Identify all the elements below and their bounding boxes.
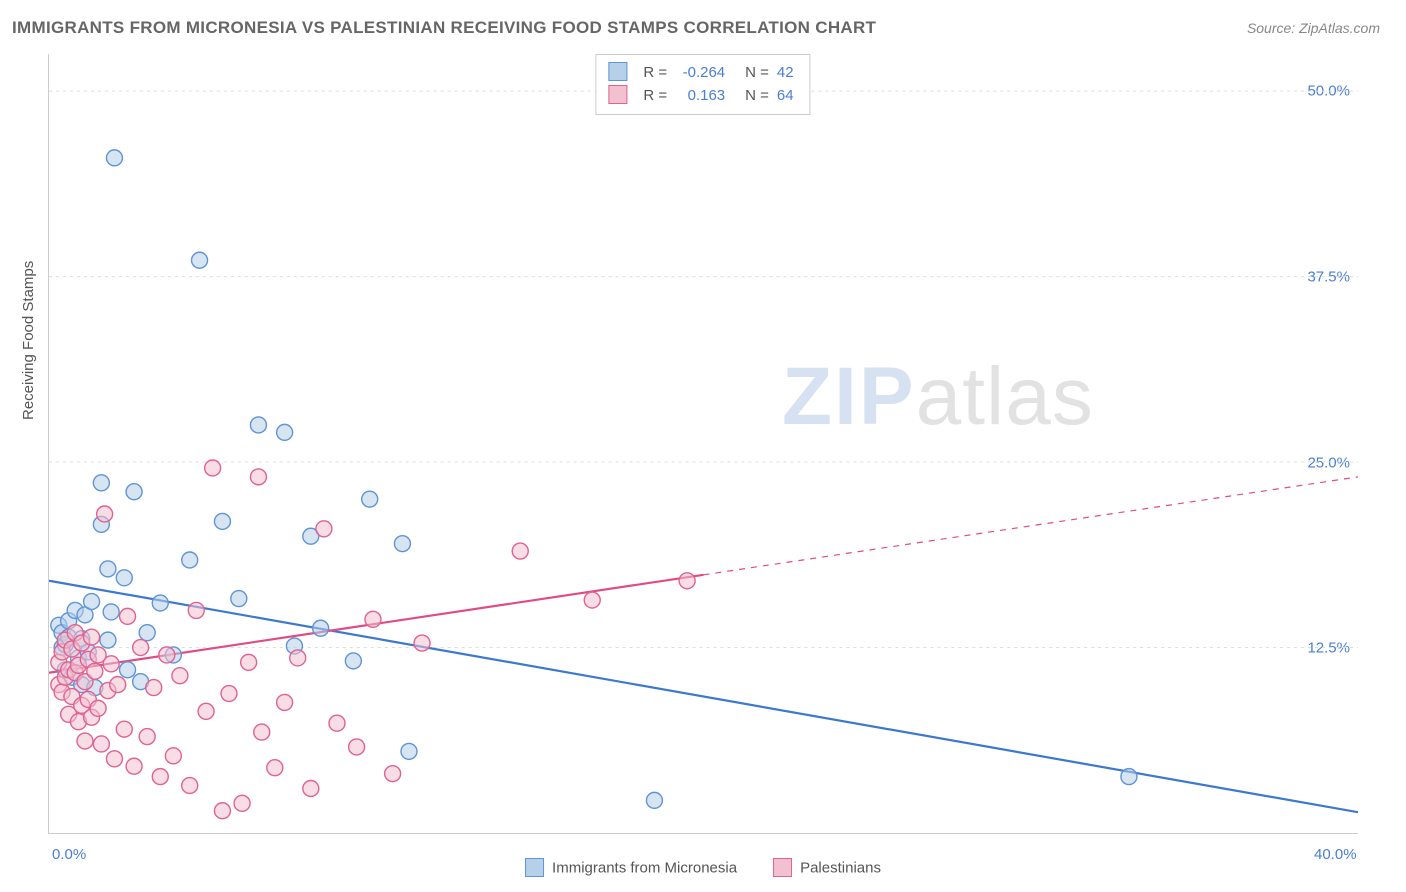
scatter-point xyxy=(401,743,417,759)
scatter-point xyxy=(362,491,378,507)
scatter-point xyxy=(77,733,93,749)
r-label: R = xyxy=(643,61,667,84)
n-label: N = xyxy=(745,61,769,84)
scatter-point xyxy=(679,573,695,589)
scatter-point xyxy=(349,739,365,755)
scatter-point xyxy=(106,150,122,166)
series-swatch xyxy=(608,62,627,81)
scatter-point xyxy=(254,724,270,740)
scatter-point xyxy=(214,803,230,819)
legend-label: Immigrants from Micronesia xyxy=(552,859,737,876)
source-attribution: Source: ZipAtlas.com xyxy=(1247,20,1380,36)
scatter-point xyxy=(267,760,283,776)
scatter-point xyxy=(1121,769,1137,785)
series-swatch xyxy=(608,85,627,104)
scatter-point xyxy=(512,543,528,559)
x-end-label: 40.0% xyxy=(1314,846,1357,863)
scatter-point xyxy=(152,595,168,611)
scatter-point xyxy=(182,552,198,568)
scatter-point xyxy=(152,769,168,785)
scatter-point xyxy=(103,604,119,620)
scatter-point xyxy=(139,729,155,745)
scatter-point xyxy=(394,536,410,552)
scatter-point xyxy=(100,561,116,577)
chart-title: IMMIGRANTS FROM MICRONESIA VS PALESTINIA… xyxy=(12,18,876,38)
stats-legend-box: R = -0.264 N = 42 R = 0.163 N = 64 xyxy=(595,54,810,115)
x-origin-label: 0.0% xyxy=(52,846,86,863)
scatter-point xyxy=(365,611,381,627)
series-swatch xyxy=(773,858,792,877)
scatter-point xyxy=(90,700,106,716)
stats-row: R = 0.163 N = 64 xyxy=(608,84,793,107)
regression-lines xyxy=(49,477,1358,812)
scatter-point xyxy=(159,647,175,663)
scatter-point xyxy=(345,653,361,669)
scatter-point xyxy=(414,635,430,651)
scatter-point xyxy=(110,677,126,693)
scatter-point xyxy=(214,513,230,529)
scatter-point xyxy=(116,721,132,737)
r-value: -0.264 xyxy=(675,61,725,84)
scatter-point xyxy=(241,654,257,670)
n-value: 42 xyxy=(777,61,794,84)
scatter-point xyxy=(231,591,247,607)
stats-row: R = -0.264 N = 42 xyxy=(608,61,793,84)
scatter-point xyxy=(277,424,293,440)
series-swatch xyxy=(525,858,544,877)
scatter-point xyxy=(198,703,214,719)
scatter-point xyxy=(182,778,198,794)
y-axis-title: Receiving Food Stamps xyxy=(20,261,37,420)
scatter-point xyxy=(120,608,136,624)
r-label: R = xyxy=(643,84,667,107)
scatter-point xyxy=(120,662,136,678)
scatter-point xyxy=(385,766,401,782)
scatter-point xyxy=(126,484,142,500)
scatter-point xyxy=(584,592,600,608)
n-label: N = xyxy=(745,84,769,107)
chart-container: IMMIGRANTS FROM MICRONESIA VS PALESTINIA… xyxy=(0,0,1406,892)
scatter-point xyxy=(146,680,162,696)
scatter-point xyxy=(234,795,250,811)
scatter-point xyxy=(192,252,208,268)
scatter-point xyxy=(106,751,122,767)
scatter-point xyxy=(250,417,266,433)
scatter-point xyxy=(93,736,109,752)
scatter-point xyxy=(313,620,329,636)
scatter-point xyxy=(329,715,345,731)
scatter-point xyxy=(316,521,332,537)
scatter-point xyxy=(97,506,113,522)
scatter-point xyxy=(646,792,662,808)
scatter-point xyxy=(205,460,221,476)
scatter-point xyxy=(172,668,188,684)
scatter-point xyxy=(84,594,100,610)
scatter-point xyxy=(188,602,204,618)
scatter-point xyxy=(100,632,116,648)
scatter-point xyxy=(126,758,142,774)
scatter-point xyxy=(103,656,119,672)
scatter-point xyxy=(84,629,100,645)
scatter-points xyxy=(51,150,1137,819)
scatter-point xyxy=(93,475,109,491)
legend-item: Palestinians xyxy=(773,859,881,878)
scatter-point xyxy=(277,694,293,710)
scatter-point xyxy=(250,469,266,485)
scatter-point xyxy=(303,780,319,796)
chart-svg xyxy=(49,54,1358,833)
scatter-point xyxy=(116,570,132,586)
n-value: 64 xyxy=(777,84,794,107)
scatter-point xyxy=(133,640,149,656)
r-value: 0.163 xyxy=(675,84,725,107)
scatter-point xyxy=(165,748,181,764)
bottom-legend: Immigrants from Micronesia Palestinians xyxy=(525,859,881,878)
scatter-point xyxy=(221,686,237,702)
scatter-point xyxy=(139,625,155,641)
scatter-point xyxy=(87,663,103,679)
plot-area: ZIPatlas 12.5%25.0%37.5%50.0% xyxy=(48,54,1358,834)
legend-label: Palestinians xyxy=(800,859,881,876)
legend-item: Immigrants from Micronesia xyxy=(525,859,737,878)
gridlines xyxy=(49,91,1358,647)
scatter-point xyxy=(290,650,306,666)
